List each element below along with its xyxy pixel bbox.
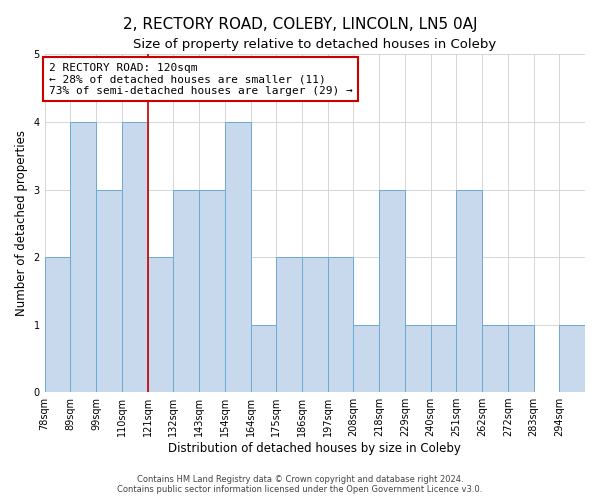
Bar	[148, 257, 173, 392]
Bar	[96, 190, 122, 392]
Bar	[328, 257, 353, 392]
Bar	[251, 324, 276, 392]
Bar	[225, 122, 251, 392]
Title: Size of property relative to detached houses in Coleby: Size of property relative to detached ho…	[133, 38, 496, 51]
Bar	[457, 190, 482, 392]
Bar	[44, 257, 70, 392]
Bar	[353, 324, 379, 392]
Bar	[559, 324, 585, 392]
Text: 2 RECTORY ROAD: 120sqm
← 28% of detached houses are smaller (11)
73% of semi-det: 2 RECTORY ROAD: 120sqm ← 28% of detached…	[49, 62, 352, 96]
Bar	[199, 190, 225, 392]
Bar	[379, 190, 405, 392]
Text: Contains HM Land Registry data © Crown copyright and database right 2024.
Contai: Contains HM Land Registry data © Crown c…	[118, 474, 482, 494]
Bar	[70, 122, 96, 392]
Bar	[431, 324, 457, 392]
Bar	[482, 324, 508, 392]
Bar	[276, 257, 302, 392]
Bar	[508, 324, 533, 392]
Text: 2, RECTORY ROAD, COLEBY, LINCOLN, LN5 0AJ: 2, RECTORY ROAD, COLEBY, LINCOLN, LN5 0A…	[123, 18, 477, 32]
Bar	[173, 190, 199, 392]
Bar	[122, 122, 148, 392]
X-axis label: Distribution of detached houses by size in Coleby: Distribution of detached houses by size …	[169, 442, 461, 455]
Bar	[405, 324, 431, 392]
Y-axis label: Number of detached properties: Number of detached properties	[15, 130, 28, 316]
Bar	[302, 257, 328, 392]
